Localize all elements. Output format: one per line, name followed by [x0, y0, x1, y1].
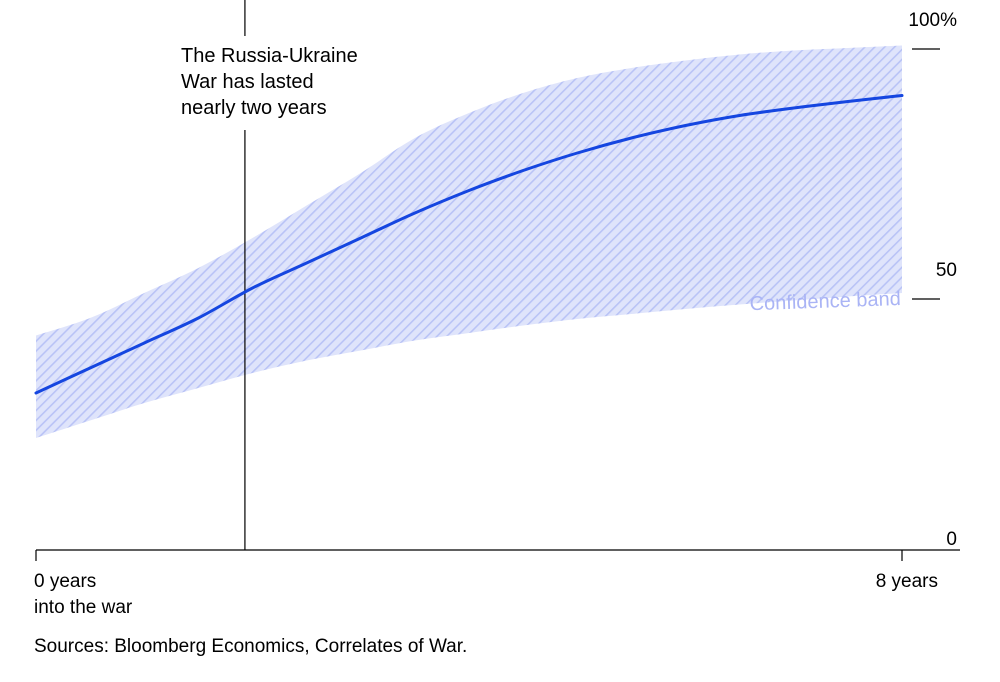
band-label: Confidence band [749, 288, 901, 315]
source-note: Sources: Bloomberg Economics, Correlates… [34, 636, 468, 657]
series-line [34, 94, 904, 395]
chart: The Russia-Ukraine War has lasted nearly t… [34, 0, 960, 618]
x-tick-label: 0 years [34, 571, 96, 592]
confidence-band [36, 45, 902, 438]
x-tick-label: into the war [34, 597, 133, 618]
annotation-text: nearly two years [181, 97, 327, 119]
y-tick-label: 50 [936, 260, 957, 281]
y-tick-label: 0 [946, 529, 957, 550]
annotation-text: The Russia-Ukraine [181, 45, 358, 67]
y-tick-label: 100% [908, 10, 957, 31]
annotation-text: War has lasted [181, 71, 314, 93]
annotation: The Russia-Ukraine War has lasted nearly t… [181, 0, 358, 550]
x-tick-label: 8 years [876, 571, 938, 592]
x-axis: 0 years into the war 8 years [34, 550, 938, 618]
y-axis: 100% 50 0 [908, 10, 957, 550]
